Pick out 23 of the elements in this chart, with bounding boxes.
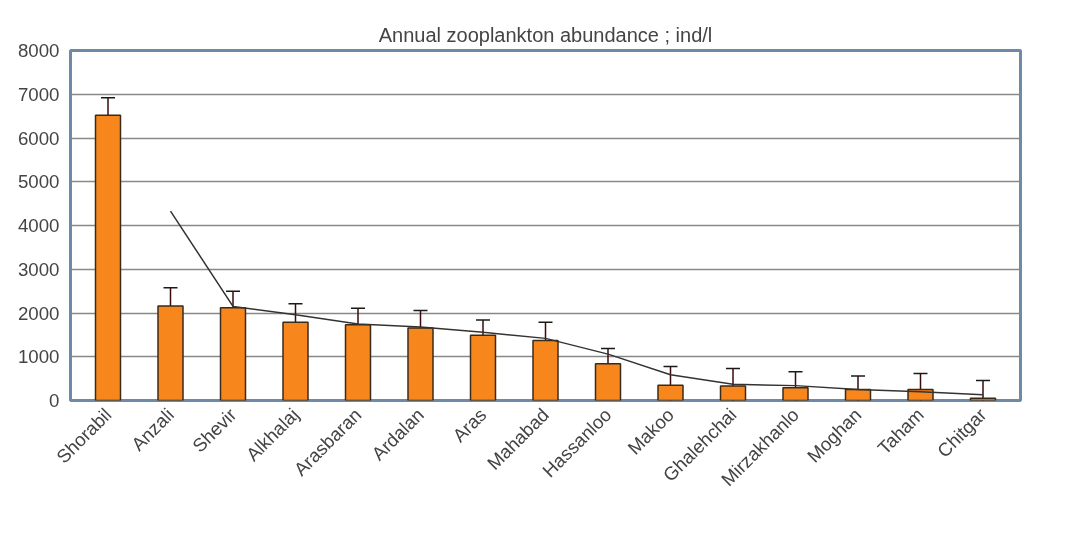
bar [157,305,184,401]
y-tick-label: 1000 [18,346,60,368]
y-tick-label: 3000 [18,258,60,280]
bar [282,321,309,401]
bar [219,307,247,401]
bar [532,339,559,401]
bar [657,384,684,401]
chart-title: Annual zooplankton abundance ; ind/l [378,23,713,46]
y-tick-label: 2000 [18,302,60,324]
y-tick-label: 7000 [18,83,60,105]
bar [344,324,372,401]
bar [782,387,809,401]
y-tick-label: 8000 [18,40,60,61]
bar [719,385,747,401]
y-tick-label: 6000 [18,127,60,149]
bar [407,327,434,401]
y-tick-label: 5000 [18,171,60,193]
line-series [169,210,984,396]
bar [94,114,122,401]
y-tick-label: 0 [49,390,60,411]
bar [469,334,497,401]
bar [594,363,622,401]
y-tick-label: 4000 [18,215,60,236]
